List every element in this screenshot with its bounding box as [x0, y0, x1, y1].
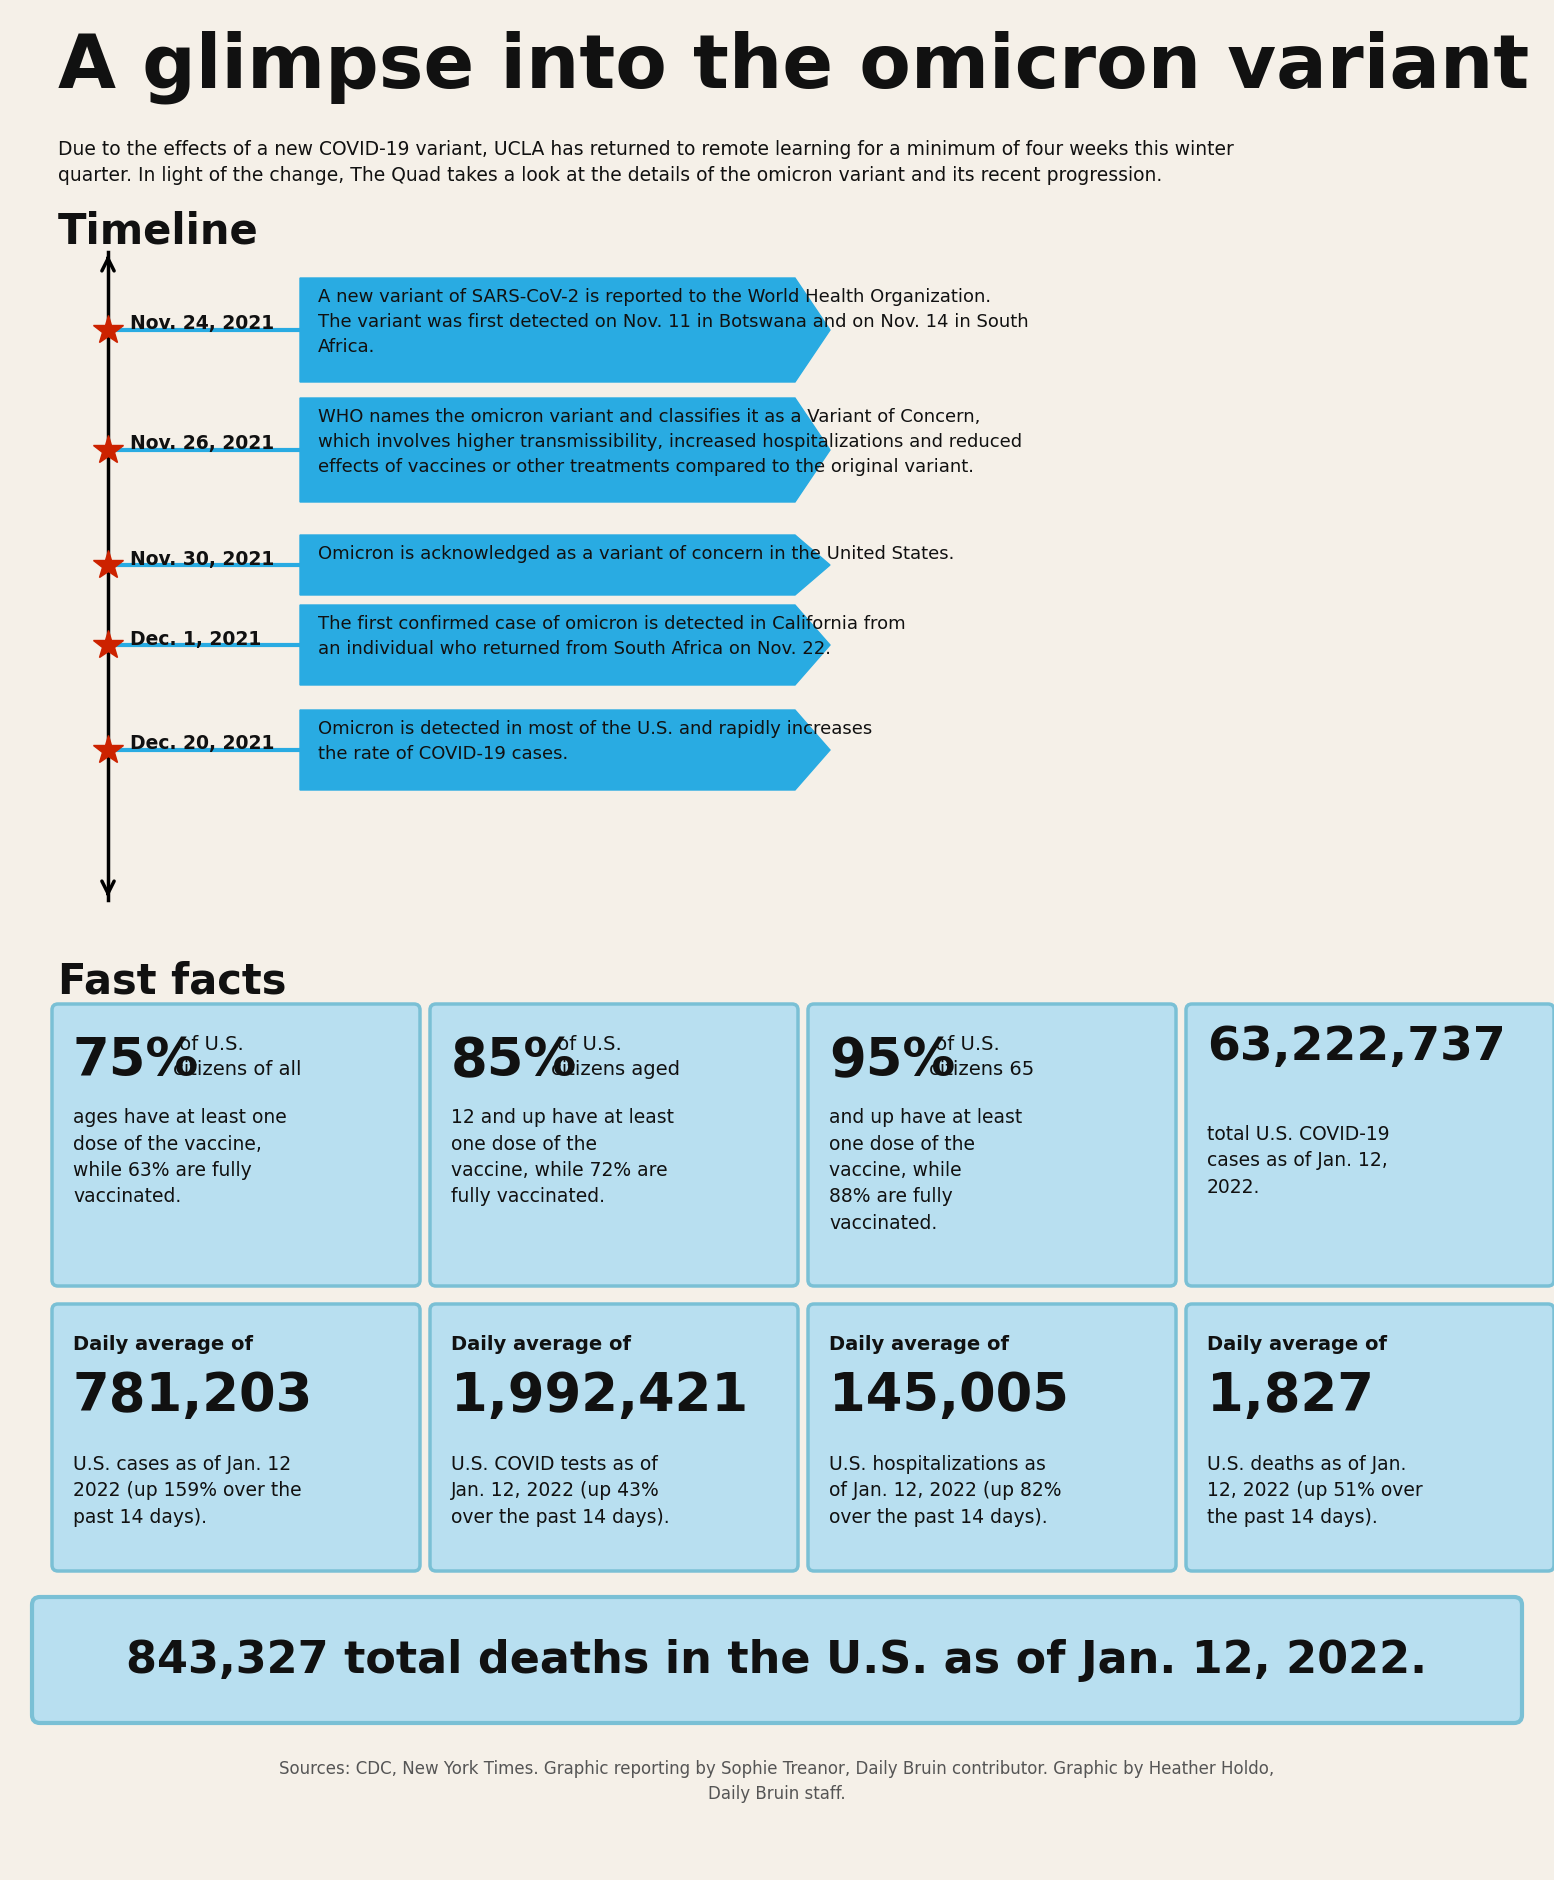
Text: ages have at least one
dose of the vaccine,
while 63% are fully
vaccinated.: ages have at least one dose of the vacci… [73, 1107, 287, 1207]
FancyBboxPatch shape [430, 1305, 799, 1572]
Text: Dec. 20, 2021: Dec. 20, 2021 [131, 735, 275, 754]
Text: and up have at least
one dose of the
vaccine, while
88% are fully
vaccinated.: and up have at least one dose of the vac… [828, 1107, 1023, 1233]
Text: Dec. 1, 2021: Dec. 1, 2021 [131, 630, 261, 649]
Text: A glimpse into the omicron variant: A glimpse into the omicron variant [57, 30, 1529, 103]
Text: U.S. COVID tests as of
Jan. 12, 2022 (up 43%
over the past 14 days).: U.S. COVID tests as of Jan. 12, 2022 (up… [451, 1455, 670, 1527]
Text: 12 and up have at least
one dose of the
vaccine, while 72% are
fully vaccinated.: 12 and up have at least one dose of the … [451, 1107, 674, 1207]
FancyBboxPatch shape [51, 1004, 420, 1286]
Text: Omicron is detected in most of the U.S. and rapidly increases
the rate of COVID-: Omicron is detected in most of the U.S. … [319, 720, 872, 763]
Text: of U.S.
citizens aged: of U.S. citizens aged [552, 1036, 681, 1079]
Text: A new variant of SARS-CoV-2 is reported to the World Health Organization.
The va: A new variant of SARS-CoV-2 is reported … [319, 288, 1029, 355]
Text: Daily average of: Daily average of [451, 1335, 631, 1354]
FancyBboxPatch shape [808, 1004, 1176, 1286]
Text: Due to the effects of a new COVID-19 variant, UCLA has returned to remote learni: Due to the effects of a new COVID-19 var… [57, 139, 1234, 184]
Text: 843,327 total deaths in the U.S. as of Jan. 12, 2022.: 843,327 total deaths in the U.S. as of J… [126, 1639, 1428, 1681]
Polygon shape [300, 278, 830, 382]
Text: Sources: CDC, New York Times. Graphic reporting by Sophie Treanor, Daily Bruin c: Sources: CDC, New York Times. Graphic re… [280, 1760, 1274, 1803]
Text: Nov. 26, 2021: Nov. 26, 2021 [131, 434, 274, 453]
Text: 63,222,737: 63,222,737 [1207, 1025, 1506, 1070]
FancyBboxPatch shape [1186, 1004, 1554, 1286]
FancyBboxPatch shape [33, 1596, 1521, 1722]
Text: WHO names the omicron variant and classifies it as a Variant of Concern,
which i: WHO names the omicron variant and classi… [319, 408, 1023, 476]
FancyBboxPatch shape [808, 1305, 1176, 1572]
FancyBboxPatch shape [430, 1004, 799, 1286]
Text: U.S. cases as of Jan. 12
2022 (up 159% over the
past 14 days).: U.S. cases as of Jan. 12 2022 (up 159% o… [73, 1455, 301, 1527]
Text: Nov. 24, 2021: Nov. 24, 2021 [131, 314, 274, 333]
Text: 95%: 95% [828, 1036, 956, 1087]
Text: total U.S. COVID-19
cases as of Jan. 12,
2022.: total U.S. COVID-19 cases as of Jan. 12,… [1207, 1124, 1389, 1198]
FancyBboxPatch shape [51, 1305, 420, 1572]
Text: Nov. 30, 2021: Nov. 30, 2021 [131, 549, 274, 568]
Polygon shape [300, 399, 830, 502]
Text: Timeline: Timeline [57, 211, 260, 252]
Text: Fast facts: Fast facts [57, 961, 286, 1002]
Text: of U.S.
citizens of all: of U.S. citizens of all [172, 1036, 301, 1079]
Polygon shape [300, 711, 830, 790]
Text: 75%: 75% [73, 1036, 199, 1087]
Text: 145,005: 145,005 [828, 1371, 1069, 1421]
Text: Daily average of: Daily average of [828, 1335, 1009, 1354]
Text: The first confirmed case of omicron is detected in California from
an individual: The first confirmed case of omicron is d… [319, 615, 906, 658]
Text: Daily average of: Daily average of [1207, 1335, 1388, 1354]
Text: Daily average of: Daily average of [73, 1335, 253, 1354]
Polygon shape [300, 536, 830, 594]
Text: U.S. deaths as of Jan.
12, 2022 (up 51% over
the past 14 days).: U.S. deaths as of Jan. 12, 2022 (up 51% … [1207, 1455, 1423, 1527]
Text: Omicron is acknowledged as a variant of concern in the United States.: Omicron is acknowledged as a variant of … [319, 545, 954, 562]
Text: U.S. hospitalizations as
of Jan. 12, 2022 (up 82%
over the past 14 days).: U.S. hospitalizations as of Jan. 12, 202… [828, 1455, 1061, 1527]
Polygon shape [300, 605, 830, 684]
FancyBboxPatch shape [1186, 1305, 1554, 1572]
Text: 85%: 85% [451, 1036, 577, 1087]
Text: 1,827: 1,827 [1207, 1371, 1374, 1421]
Text: of U.S.
citizens 65: of U.S. citizens 65 [929, 1036, 1035, 1079]
Text: 781,203: 781,203 [73, 1371, 314, 1421]
Text: 1,992,421: 1,992,421 [451, 1371, 747, 1421]
